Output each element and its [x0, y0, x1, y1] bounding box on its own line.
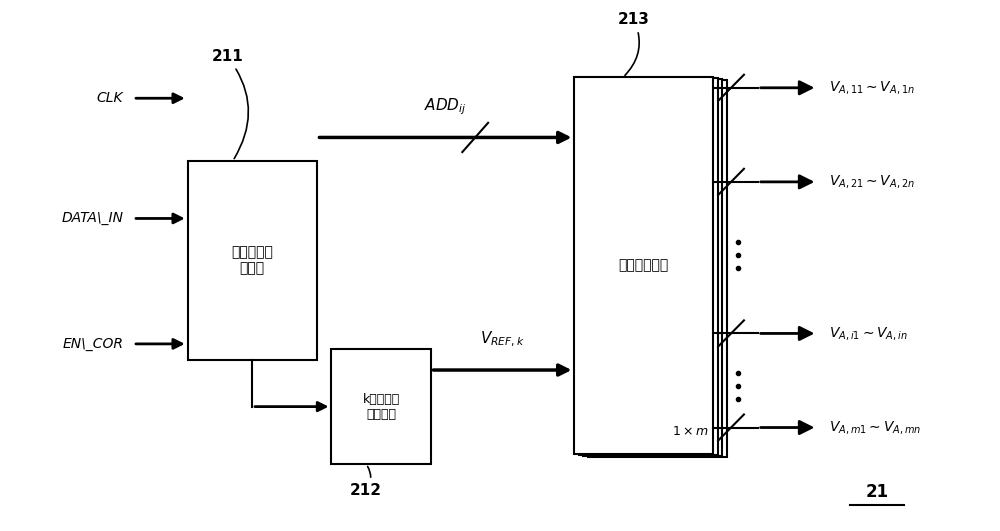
FancyBboxPatch shape: [588, 80, 727, 457]
Text: 213: 213: [618, 12, 650, 75]
Text: CLK: CLK: [97, 91, 123, 105]
FancyBboxPatch shape: [331, 349, 431, 464]
Text: $ADD_{ij}$: $ADD_{ij}$: [424, 96, 467, 116]
Text: 21: 21: [865, 483, 888, 501]
Text: 212: 212: [350, 466, 382, 498]
Text: $V_{A,11}\sim V_{A,1n}$: $V_{A,11}\sim V_{A,1n}$: [829, 79, 915, 96]
Text: $V_{A,m1}\sim V_{A,mn}$: $V_{A,m1}\sim V_{A,mn}$: [829, 419, 922, 436]
FancyBboxPatch shape: [579, 79, 718, 455]
Text: $V_{A,i1}\sim V_{A,in}$: $V_{A,i1}\sim V_{A,in}$: [829, 325, 908, 342]
Text: $V_{REF,k}$: $V_{REF,k}$: [480, 330, 525, 349]
Text: 211: 211: [211, 49, 248, 159]
Text: EN\_COR: EN\_COR: [62, 337, 123, 351]
FancyBboxPatch shape: [574, 78, 713, 453]
Text: DATA\_IN: DATA\_IN: [61, 211, 123, 226]
Text: 矫正逻辑生
成电路: 矫正逻辑生 成电路: [231, 245, 273, 276]
Text: k路电压源
生成电路: k路电压源 生成电路: [362, 392, 400, 421]
Text: $1\times m$: $1\times m$: [672, 425, 708, 438]
Text: 开关器件阵列: 开关器件阵列: [619, 259, 669, 272]
Text: $V_{A,21}\sim V_{A,2n}$: $V_{A,21}\sim V_{A,2n}$: [829, 174, 915, 191]
FancyBboxPatch shape: [583, 79, 722, 456]
FancyBboxPatch shape: [188, 161, 317, 359]
